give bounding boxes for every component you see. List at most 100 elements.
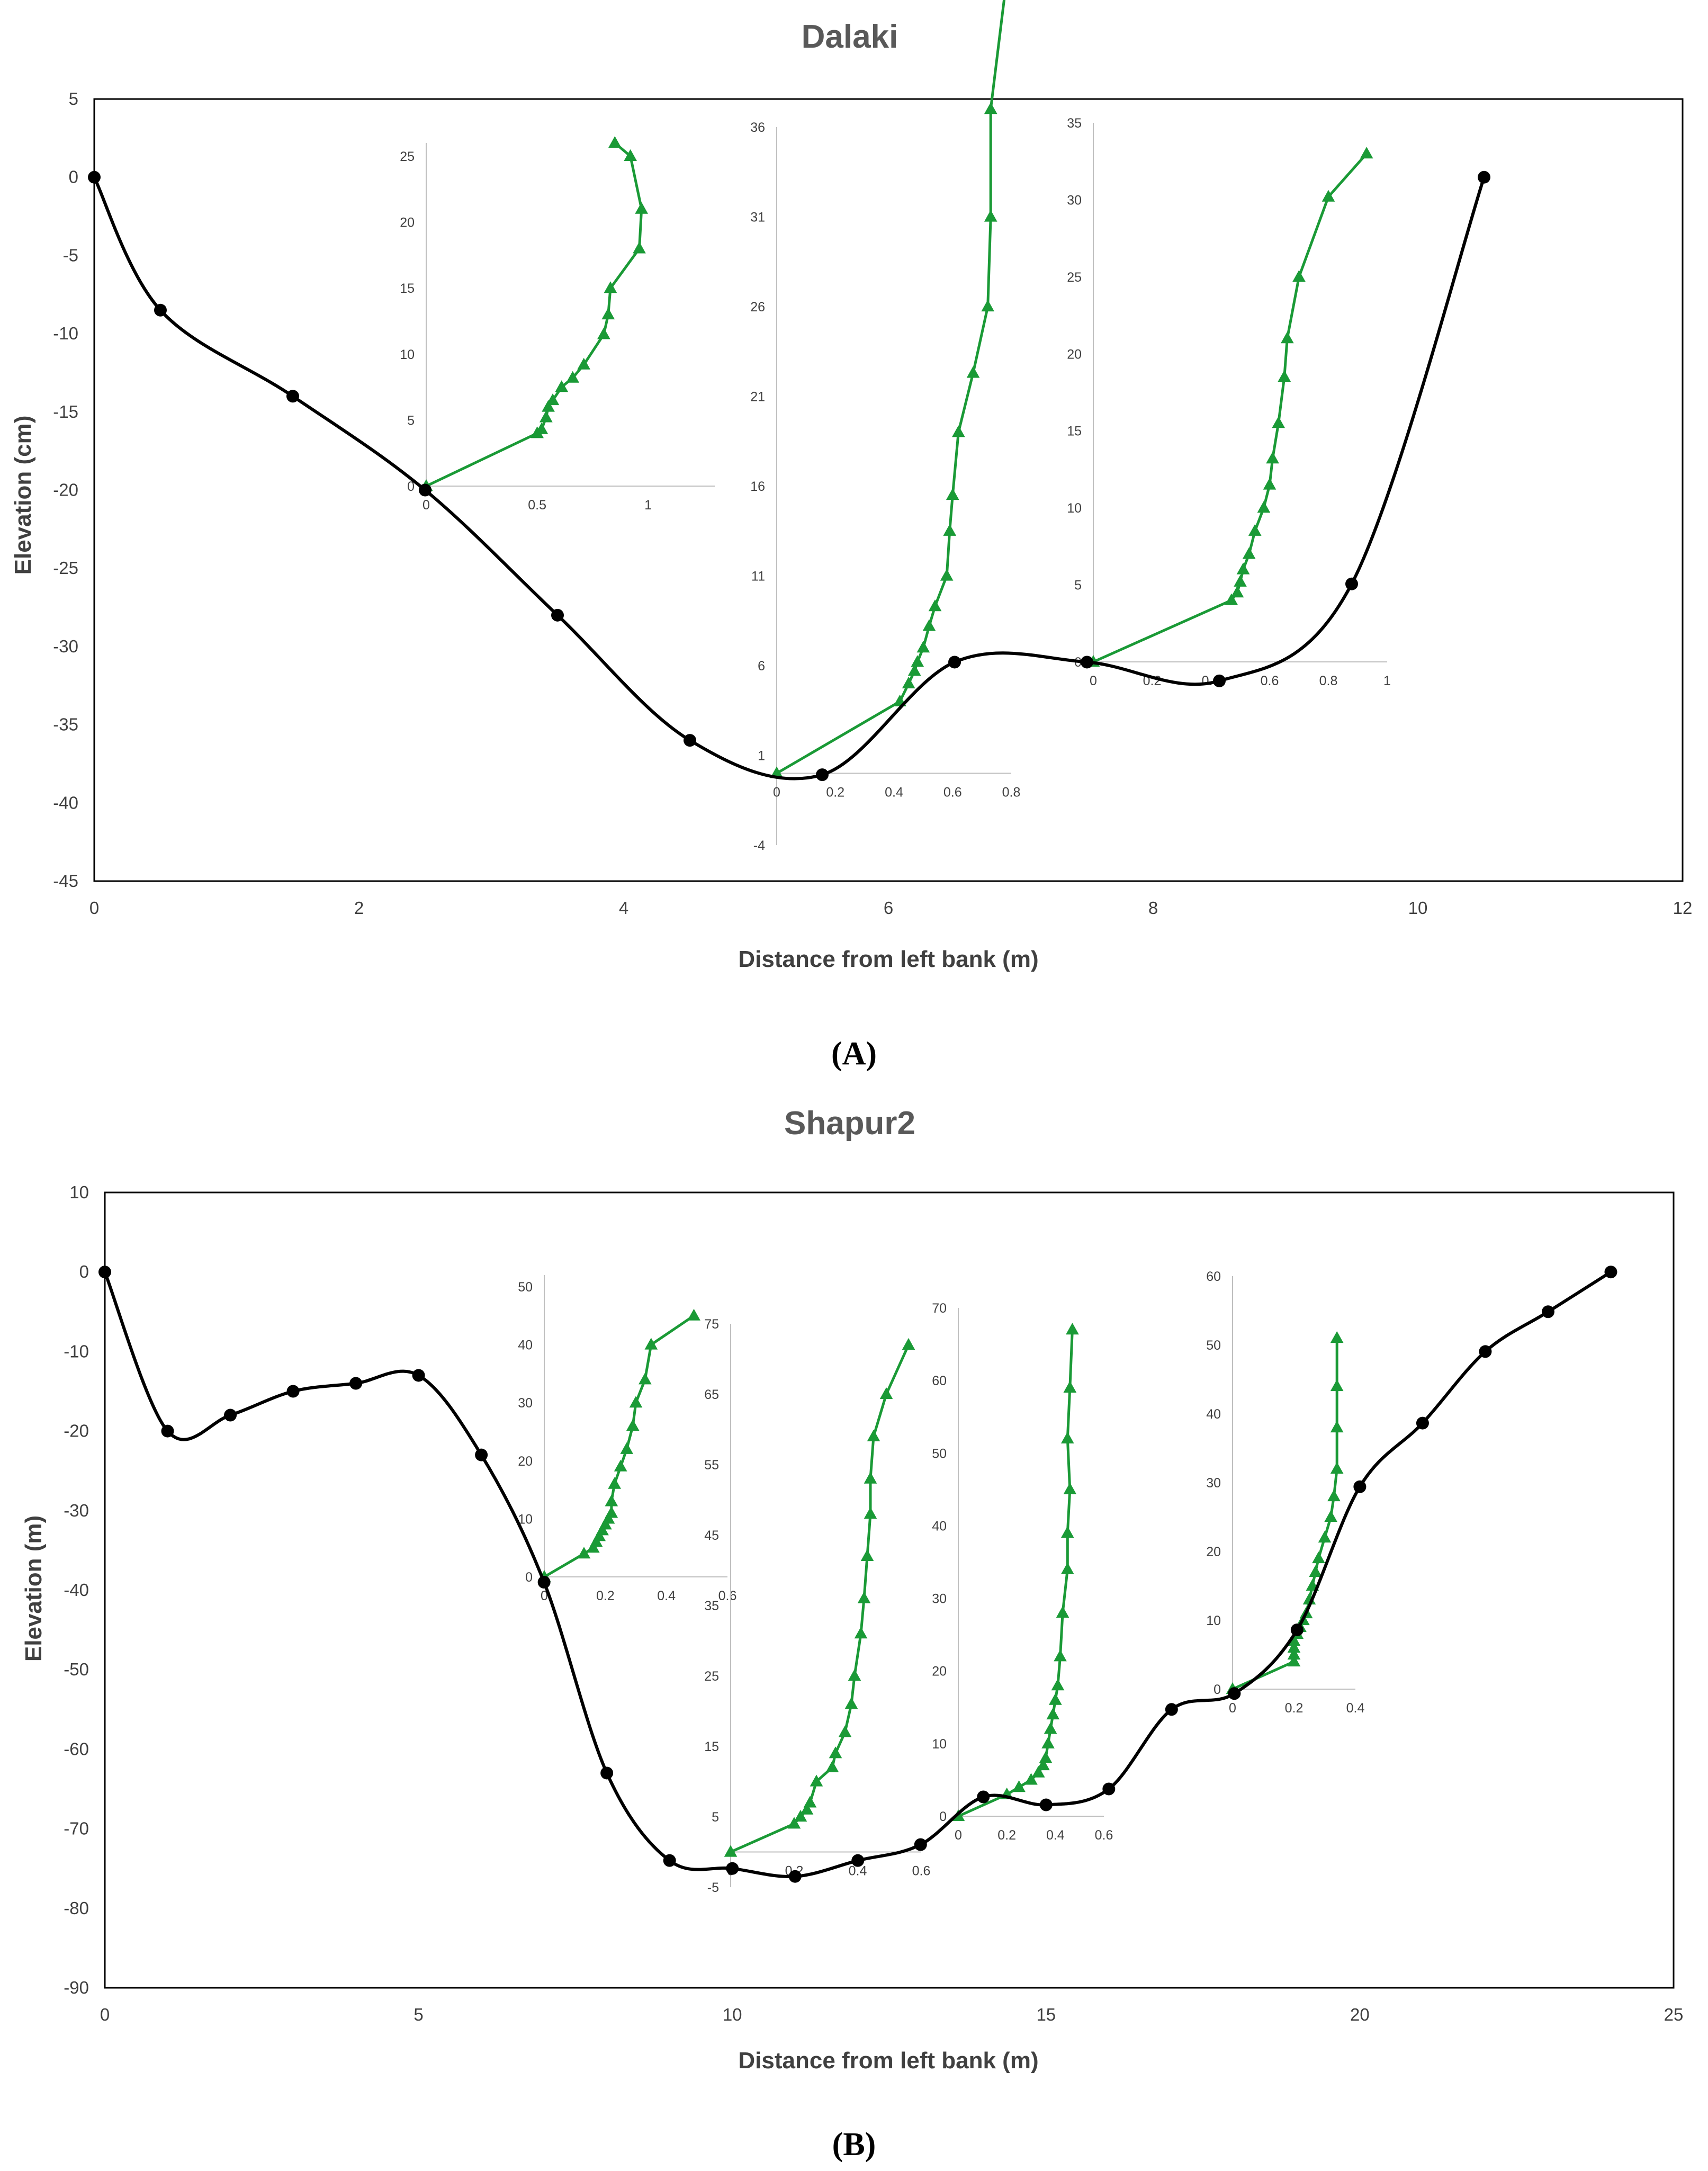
velocity-point xyxy=(1360,147,1373,159)
y-tick-label: -70 xyxy=(64,1819,89,1838)
velocity-point xyxy=(1051,1679,1065,1691)
inset-y-tick-label: 25 xyxy=(1067,270,1082,285)
y-tick-label: -80 xyxy=(64,1898,89,1918)
bed-profile-point xyxy=(551,608,564,622)
bed-profile-point xyxy=(154,303,167,317)
velocity-inset-4: 0 10 20 30 40 50 60 0 0.2 0.4 xyxy=(1206,1269,1364,1716)
velocity-point xyxy=(1330,1331,1344,1343)
inset-y-tick-label: -4 xyxy=(753,838,765,853)
velocity-point xyxy=(1266,452,1279,464)
velocity-point xyxy=(838,1725,852,1737)
velocity-point xyxy=(860,1549,874,1561)
inset-y-tick-label: 10 xyxy=(1206,1613,1221,1628)
velocity-point xyxy=(857,1591,871,1603)
velocity-point xyxy=(1044,1722,1057,1734)
inset-y-tick-label: 15 xyxy=(704,1739,719,1754)
bed-profile-point xyxy=(1478,171,1490,184)
velocity-point xyxy=(620,1442,633,1454)
velocity-point xyxy=(928,599,942,612)
bed-profile-point xyxy=(914,1838,927,1851)
velocity-point xyxy=(1060,1526,1074,1538)
inset-y-tick-label: 25 xyxy=(704,1669,719,1684)
inset-y-tick-label: 5 xyxy=(407,413,415,428)
inset-y-tick-label: 10 xyxy=(932,1737,947,1752)
bed-profile-point xyxy=(1213,674,1226,687)
velocity-point xyxy=(1056,1606,1069,1618)
velocity-point xyxy=(605,1494,618,1506)
velocity-point xyxy=(1063,1380,1077,1393)
inset-y-tick-label: 30 xyxy=(1206,1476,1221,1491)
velocity-point xyxy=(566,371,579,383)
inset-x-tick-label: 0.6 xyxy=(718,1589,737,1603)
inset-y-tick-label: 45 xyxy=(704,1528,719,1543)
velocity-point xyxy=(577,1547,591,1559)
y-tick-labels: 5 0 -5 -10 -15 -20 -25 -30 -35 -40 -45 xyxy=(53,89,78,891)
velocity-point xyxy=(1012,1780,1026,1792)
inset-x-tick-label: 0.4 xyxy=(1046,1828,1065,1843)
bed-profile-point xyxy=(224,1409,237,1422)
inset-y-tick-label: 50 xyxy=(932,1446,947,1461)
x-tick-label: 0 xyxy=(100,2005,110,2024)
inset-y-tick-label: 5 xyxy=(712,1810,719,1825)
velocity-point xyxy=(1292,270,1306,282)
y-tick-label: 0 xyxy=(69,167,78,187)
velocity-point xyxy=(879,1387,893,1400)
velocity-point xyxy=(608,1477,621,1489)
inset-y-tick-label: 50 xyxy=(1206,1338,1221,1353)
bed-profile-point xyxy=(851,1854,865,1867)
chart-title: Shapur2 xyxy=(784,1105,915,1142)
inset-y-tick-label: 0 xyxy=(1213,1682,1221,1697)
bed-profile-point xyxy=(1039,1798,1053,1811)
inset-x-tick-label: 0.2 xyxy=(826,785,844,800)
inset-y-tick-label: 20 xyxy=(1067,347,1082,362)
inset-x-tick-label: 0 xyxy=(541,1589,548,1603)
velocity-point xyxy=(1060,1562,1074,1574)
velocity-point xyxy=(1272,416,1285,428)
y-tick-label: -20 xyxy=(53,480,78,500)
velocity-point xyxy=(794,1810,807,1822)
bed-profile-point xyxy=(1353,1480,1367,1493)
velocity-point xyxy=(952,425,965,437)
x-tick-label: 12 xyxy=(1673,898,1693,918)
velocity-point xyxy=(1039,1751,1053,1763)
x-tick-label: 10 xyxy=(723,2005,742,2024)
inset-y-tick-label: 6 xyxy=(758,659,765,674)
y-tick-label: -90 xyxy=(64,1978,89,1997)
y-tick-label: -10 xyxy=(64,1341,89,1361)
velocity-point xyxy=(1041,1736,1055,1748)
bed-profile-point xyxy=(286,1385,300,1398)
velocity-point xyxy=(1031,1765,1045,1778)
velocity-point xyxy=(981,300,994,312)
y-tick-label: -45 xyxy=(53,871,78,891)
velocity-point xyxy=(902,676,915,688)
velocity-point xyxy=(1248,524,1262,536)
velocity-point xyxy=(946,488,959,500)
bed-profile-point xyxy=(419,483,432,497)
velocity-point xyxy=(540,410,553,423)
y-tick-label: -40 xyxy=(64,1580,89,1600)
bed-profile-point xyxy=(948,656,961,669)
inset-y-tick-label: 20 xyxy=(932,1664,947,1679)
x-tick-label: 2 xyxy=(354,898,364,918)
velocity-point xyxy=(724,1845,738,1857)
velocity-point xyxy=(1278,370,1291,382)
inset-y-tick-label: 15 xyxy=(1067,424,1082,439)
velocity-point xyxy=(829,1746,842,1759)
x-tick-labels: 0 2 4 6 8 10 12 xyxy=(89,898,1693,918)
inset-x-tick-label: 0.8 xyxy=(1002,785,1021,800)
bed-profile-point xyxy=(537,1575,551,1589)
bed-profile-point xyxy=(1479,1345,1492,1358)
velocity-inset-3: 0 10 20 30 40 50 60 70 0 0.2 0.4 0.6 xyxy=(932,1301,1113,1843)
velocity-point xyxy=(614,1459,627,1472)
inset-x-tick-label: 0.4 xyxy=(1346,1701,1365,1716)
velocity-point xyxy=(984,210,997,222)
velocity-point xyxy=(854,1627,868,1639)
velocity-point xyxy=(1024,1773,1038,1785)
inset-x-tick-label: 0.6 xyxy=(1095,1828,1113,1843)
inset-x-tick-label: 0.4 xyxy=(657,1589,676,1603)
velocity-point xyxy=(1063,1482,1077,1494)
bed-profile-point xyxy=(1102,1782,1116,1796)
